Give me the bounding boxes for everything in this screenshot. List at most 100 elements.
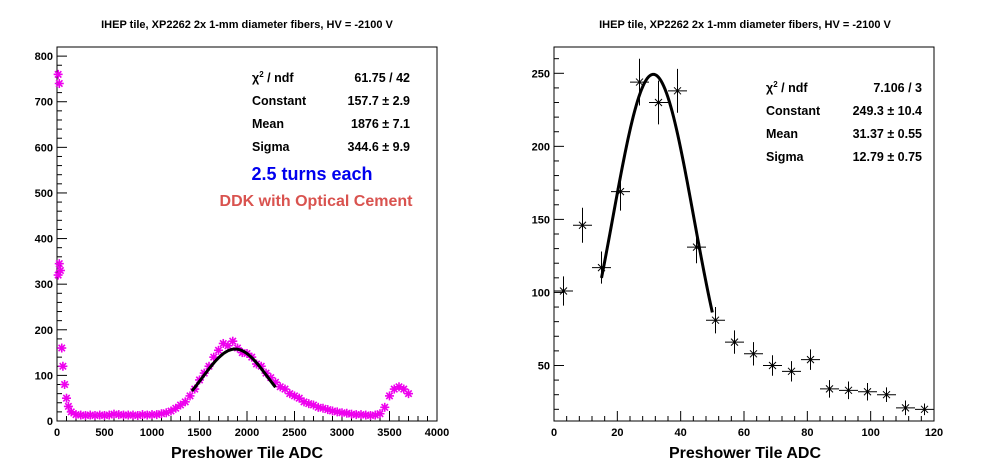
marker-d2 (399, 385, 408, 393)
data-point (57, 343, 67, 353)
y-tick-label: 100 (532, 287, 550, 299)
right-stats-box: χ2 / ndf 7.106 / 3 Constant 249.3 ± 10.4 Mea… (766, 80, 922, 164)
x-tick-label: 2500 (282, 427, 306, 439)
data-point (228, 336, 238, 346)
marker-d2 (711, 316, 720, 325)
marker-d2 (285, 389, 294, 398)
stats-value: 7.106 / 3 (873, 81, 922, 95)
data-point (554, 276, 573, 306)
marker-d2 (673, 86, 682, 95)
marker-d2 (214, 346, 223, 355)
marker-d2 (219, 339, 228, 348)
y-tick-label: 700 (35, 97, 53, 109)
marker-d2 (654, 98, 663, 107)
y-tick-label: 400 (35, 234, 53, 246)
stats-value: 249.3 ± 10.4 (853, 104, 922, 118)
stats-value: 344.6 ± 9.9 (348, 140, 411, 154)
left-data-points (53, 69, 413, 421)
y-tick-label: 50 (538, 360, 550, 372)
marker-d2 (635, 78, 644, 86)
left-gaussian-fit-curve (190, 347, 277, 392)
data-point (54, 78, 64, 88)
marker-d2 (380, 403, 389, 412)
marker-d2 (55, 259, 64, 268)
marker-d2 (395, 383, 403, 391)
stats-label: Mean (766, 127, 798, 141)
left-chart-title: IHEP tile, XP2262 2x 1-mm diameter fiber… (101, 19, 393, 31)
stats-label: Mean (252, 117, 284, 131)
data-point (706, 307, 725, 334)
y-tick-label: 100 (35, 370, 53, 382)
marker-d2 (404, 389, 413, 398)
data-point (801, 349, 820, 370)
y-tick-label: 600 (35, 142, 53, 154)
marker-d2 (825, 385, 834, 393)
y-tick-label: 200 (532, 141, 550, 153)
x-tick-label: 2000 (235, 427, 259, 439)
stats-label: Sigma (252, 140, 291, 154)
y-tick-label: 800 (35, 51, 53, 63)
marker-d2 (176, 401, 185, 409)
data-point (380, 402, 390, 412)
marker-d2 (181, 398, 190, 406)
x-tick-label: 60 (738, 427, 750, 439)
data-point (214, 345, 223, 355)
data-point (54, 259, 64, 269)
x-tick-label: 0 (54, 427, 60, 439)
stats-value: 157.7 ± 2.9 (348, 94, 411, 108)
data-point (62, 393, 71, 403)
data-point (877, 387, 896, 403)
marker-d2 (787, 367, 796, 376)
right-x-axis-label: Preshower Tile ADC (669, 445, 821, 462)
data-point (782, 361, 801, 382)
marker-d2 (578, 221, 587, 230)
x-tick-label: 3500 (377, 427, 401, 439)
marker-d2 (882, 390, 891, 399)
marker-d2 (209, 353, 218, 361)
marker-d2 (186, 392, 194, 400)
right-chart: IHEP tile, XP2262 2x 1-mm diameter fiber… (532, 19, 944, 462)
data-point (185, 391, 195, 401)
x-tick-label: 3000 (330, 427, 354, 439)
marker-d2 (844, 386, 853, 395)
data-point (649, 80, 668, 125)
marker-d2 (54, 70, 62, 79)
marker-d2 (806, 355, 815, 364)
data-point (375, 409, 385, 419)
stats-value: 1876 ± 7.1 (351, 117, 410, 131)
right-chart-title: IHEP tile, XP2262 2x 1-mm diameter fiber… (599, 19, 891, 31)
left-annotation-turns: 2.5 turns each (251, 164, 372, 184)
data-point (744, 342, 763, 366)
data-point (915, 403, 934, 416)
marker-d2 (228, 337, 237, 345)
marker-d2 (281, 385, 289, 393)
x-tick-label: 20 (611, 427, 623, 439)
marker-d2 (157, 409, 166, 418)
data-point (668, 68, 687, 113)
right-axis-ticks: 0 20 40 60 80 100 120 50 100 150 200 250 (532, 58, 943, 439)
marker-d2 (300, 398, 308, 406)
marker-d2 (376, 409, 384, 418)
marker-d2 (59, 362, 67, 371)
marker-d2 (920, 405, 929, 414)
data-point (725, 330, 744, 354)
marker-d2 (105, 411, 114, 419)
marker-d2 (152, 410, 161, 419)
x-tick-label: 40 (675, 427, 687, 439)
marker-d2 (133, 411, 142, 420)
data-point (820, 380, 839, 398)
left-axis-ticks: 0 500 1000 1500 2000 2500 3000 3500 4000 0 100 200 3… (35, 46, 449, 439)
left-annotation-ddk: DDK with Optical Cement (220, 193, 414, 210)
marker-d2 (309, 401, 318, 409)
marker-d2 (385, 392, 394, 400)
stats-label: Constant (252, 94, 307, 108)
y-tick-label: 300 (35, 279, 53, 291)
data-point (896, 400, 915, 416)
marker-d2 (67, 408, 76, 416)
data-point (171, 403, 181, 413)
y-tick-label: 500 (35, 188, 53, 200)
marker-d2 (730, 338, 739, 346)
stats-label: χ2 / ndf (252, 70, 294, 85)
data-point (404, 389, 413, 399)
